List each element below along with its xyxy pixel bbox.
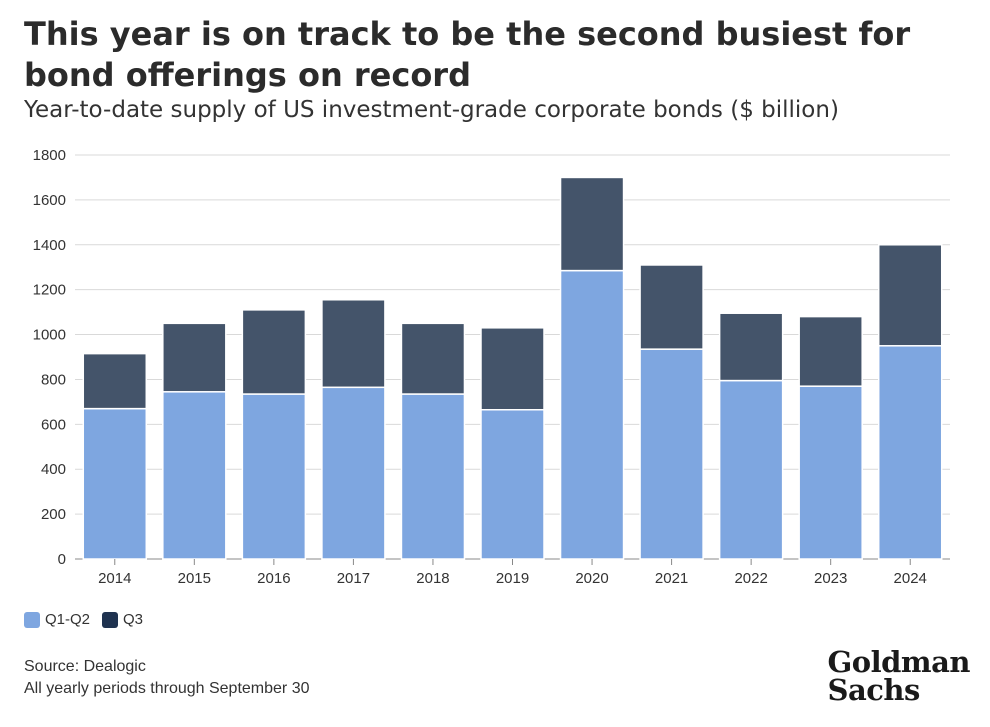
legend-label-q1q2: Q1-Q2 [45, 611, 91, 628]
x-axis-ticks: 2014 2015 2016 2017 2018 2019 2020 2021 2022 2023… [98, 559, 927, 587]
legend: Q1-Q2 Q3 [24, 611, 143, 628]
y-tick-label: 1200 [33, 282, 66, 299]
bar-q1q2-2021 [639, 348, 704, 560]
x-tick-label: 2024 [894, 570, 927, 587]
bar-q1q2-2024 [877, 345, 943, 560]
bar-q3-2021 [639, 264, 704, 350]
y-tick-label: 800 [41, 371, 66, 388]
bar-q3-2020 [559, 176, 625, 272]
x-tick-label: 2017 [337, 570, 370, 587]
y-tick-label: 200 [41, 506, 66, 523]
legend-swatch-q1q2 [24, 611, 40, 628]
y-tick-label: 1000 [33, 327, 66, 344]
bar-q3-2016 [241, 309, 307, 395]
y-tick-label: 400 [41, 461, 66, 478]
x-tick-label: 2022 [734, 570, 767, 587]
x-tick-label: 2019 [496, 570, 529, 587]
bar-q1q2-2014 [82, 407, 148, 560]
x-tick-label: 2021 [655, 570, 688, 587]
bar-q1q2-2020 [559, 269, 625, 560]
y-axis-ticks: 0 200 400 600 800 1000 1200 1400 1600 1800 [33, 147, 66, 568]
chart-title: This year is on track to be the second b… [24, 15, 911, 94]
x-tick-label: 2014 [98, 570, 131, 587]
legend-item-q1q2: Q1-Q2 [24, 611, 90, 628]
bar-q1q2-2015 [162, 391, 227, 560]
logo-line-1: Goldman [827, 645, 971, 679]
bar-q3-2017 [321, 299, 386, 389]
bar-q3-2018 [400, 322, 466, 395]
bar-q1q2-2017 [321, 386, 386, 560]
source-note: Source: Dealogic [24, 658, 146, 675]
period-note: All yearly periods through September 30 [24, 680, 310, 697]
bar-q1q2-2018 [400, 393, 466, 560]
bar-q3-2014 [82, 352, 148, 410]
bars [82, 176, 943, 560]
x-tick-label: 2015 [178, 570, 211, 587]
logo-line-2: Sachs [827, 673, 921, 707]
y-tick-label: 1600 [33, 192, 66, 209]
y-tick-label: 1800 [33, 147, 66, 164]
legend-swatch-q3 [102, 611, 119, 628]
legend-label-q3: Q3 [123, 611, 144, 628]
x-tick-label: 2023 [814, 570, 847, 587]
bar-q3-2024 [877, 244, 943, 347]
footer: Source: Dealogic All yearly periods thro… [24, 656, 310, 700]
bar-q3-2023 [798, 315, 863, 387]
bar-q3-2022 [718, 312, 784, 382]
chart-subtitle: Year-to-date supply of US investment-gra… [24, 97, 839, 123]
bar-q1q2-2019 [480, 408, 545, 560]
bar-q3-2015 [162, 322, 227, 393]
y-tick-label: 1400 [33, 237, 66, 254]
bar-q1q2-2022 [718, 379, 784, 560]
bar-q1q2-2016 [241, 393, 307, 560]
x-tick-label: 2018 [416, 570, 449, 587]
y-tick-label: 600 [41, 416, 66, 433]
goldman-sachs-logo: Goldman Sachs [827, 645, 971, 707]
x-tick-label: 2020 [575, 570, 608, 587]
bar-q1q2-2023 [798, 385, 863, 560]
legend-item-q3: Q3 [102, 611, 143, 628]
bar-q3-2019 [480, 327, 545, 411]
x-tick-label: 2016 [257, 570, 290, 587]
y-tick-label: 0 [58, 551, 66, 568]
